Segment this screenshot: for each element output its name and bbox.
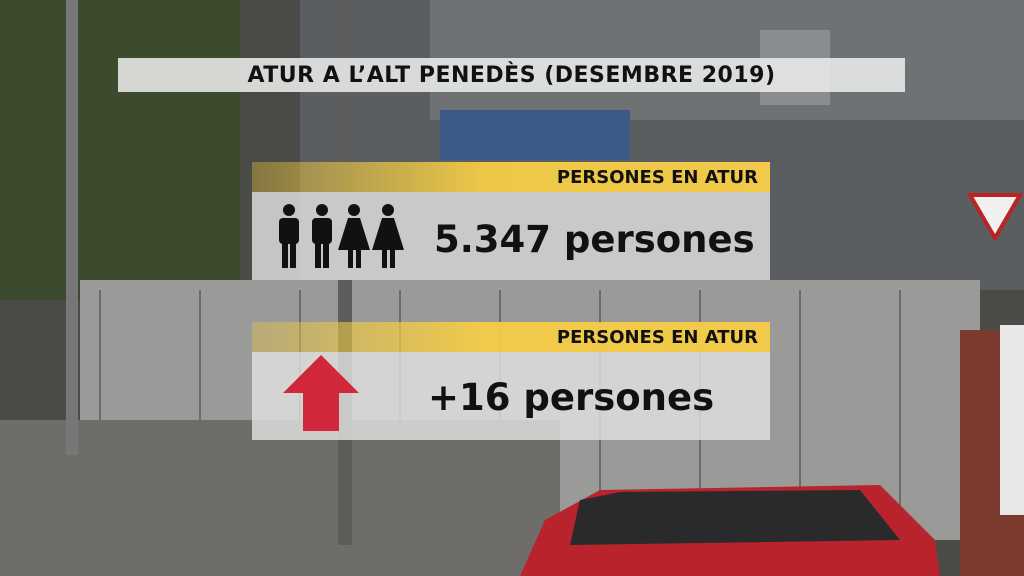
- panel-body: [252, 192, 770, 280]
- panel-value: 5.347 persones: [434, 218, 755, 261]
- panel-value: +16 persones: [428, 376, 715, 419]
- panel-label: PERSONES EN ATUR: [252, 162, 770, 192]
- up-arrow-icon: [283, 355, 359, 431]
- title-bar: ATUR A L’ALT PENEDÈS (DESEMBRE 2019): [118, 58, 905, 92]
- panel-label: PERSONES EN ATUR: [252, 322, 770, 352]
- people-icon: [279, 204, 404, 268]
